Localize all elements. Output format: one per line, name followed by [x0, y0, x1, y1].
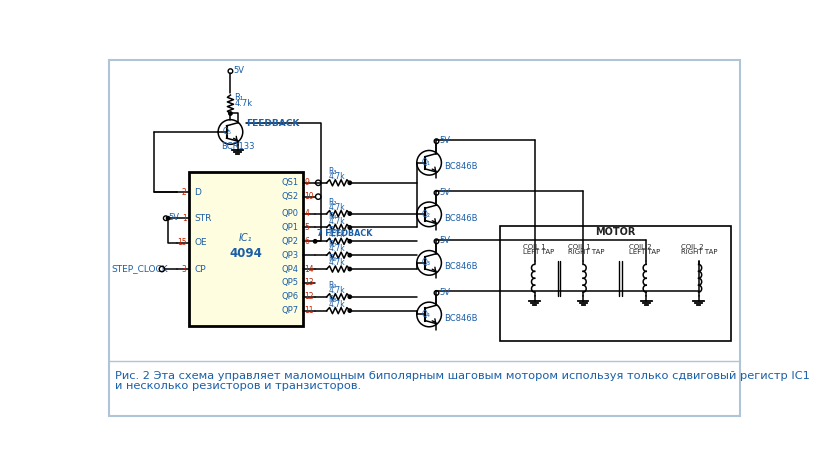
- Text: 4: 4: [304, 209, 309, 218]
- Text: R₂: R₂: [328, 198, 336, 207]
- Text: IC₁: IC₁: [238, 233, 253, 244]
- Text: R₇: R₇: [328, 240, 336, 249]
- FancyBboxPatch shape: [499, 226, 730, 341]
- Text: R₃: R₃: [328, 167, 336, 176]
- Text: Рис. 2 Эта схема управляет маломощным биполярным шаговым мотором используя тольк: Рис. 2 Эта схема управляет маломощным би…: [115, 372, 809, 382]
- Text: 5V: 5V: [169, 213, 180, 222]
- Text: 4094: 4094: [229, 247, 262, 260]
- Text: 4.7k: 4.7k: [328, 244, 344, 253]
- Text: 15: 15: [176, 238, 186, 247]
- Text: QP7: QP7: [282, 306, 299, 315]
- Circle shape: [348, 181, 351, 185]
- Text: 5V: 5V: [439, 288, 450, 297]
- Text: COIL 1: COIL 1: [567, 244, 590, 250]
- Text: COIL 1: COIL 1: [522, 244, 545, 250]
- Text: LEFT TAP: LEFT TAP: [522, 250, 554, 255]
- Text: 1: 1: [181, 214, 186, 223]
- Text: R₁: R₁: [234, 93, 243, 102]
- Text: COIL 2: COIL 2: [680, 244, 703, 250]
- Text: 4.7k: 4.7k: [328, 172, 344, 181]
- Text: BC846B: BC846B: [444, 213, 478, 222]
- Text: Q₂: Q₂: [421, 210, 430, 219]
- Text: 5V: 5V: [439, 136, 450, 145]
- Text: Q₁: Q₁: [421, 158, 430, 167]
- Text: QP0: QP0: [282, 209, 299, 218]
- Text: MOTOR: MOTOR: [595, 227, 635, 237]
- Text: Q₅: Q₅: [223, 127, 232, 136]
- Circle shape: [348, 212, 351, 215]
- Text: 6: 6: [304, 237, 309, 246]
- Text: 4.7k: 4.7k: [234, 99, 252, 108]
- Text: QS1: QS1: [282, 179, 299, 187]
- Text: 5V: 5V: [439, 187, 450, 196]
- Text: 11: 11: [304, 306, 314, 315]
- Text: QP2: QP2: [282, 237, 299, 246]
- Text: 4.7k: 4.7k: [328, 230, 344, 239]
- Text: 4.7k: 4.7k: [328, 217, 344, 226]
- Text: 4.7k: 4.7k: [328, 203, 344, 212]
- Text: QP4: QP4: [282, 265, 299, 274]
- Text: 9: 9: [304, 179, 309, 187]
- Text: R₄: R₄: [328, 212, 336, 221]
- Text: QP3: QP3: [282, 251, 299, 260]
- Circle shape: [348, 309, 351, 312]
- Text: QS2: QS2: [282, 192, 299, 201]
- Text: R₈: R₈: [328, 295, 336, 304]
- Text: STEP_CLOCK: STEP_CLOCK: [112, 265, 168, 274]
- Circle shape: [229, 112, 232, 115]
- Text: BC846B: BC846B: [444, 314, 478, 323]
- Text: LEFT TAP: LEFT TAP: [628, 250, 660, 255]
- Text: Q₄: Q₄: [421, 310, 430, 319]
- Text: 4.7k: 4.7k: [328, 300, 344, 309]
- Text: D: D: [194, 187, 201, 196]
- Text: 7 FEEDBACK: 7 FEEDBACK: [316, 229, 372, 238]
- Text: QP6: QP6: [282, 292, 299, 301]
- Text: Q₃: Q₃: [421, 258, 430, 267]
- Text: 4.7k: 4.7k: [328, 258, 344, 267]
- Text: 10: 10: [304, 192, 314, 201]
- Text: R₆: R₆: [328, 253, 336, 262]
- Text: 4.7k: 4.7k: [328, 286, 344, 295]
- Text: 2: 2: [181, 187, 186, 196]
- Text: 13: 13: [304, 278, 314, 287]
- FancyBboxPatch shape: [189, 172, 302, 326]
- Text: CP: CP: [194, 265, 205, 274]
- Text: R₅: R₅: [328, 226, 336, 235]
- Circle shape: [348, 240, 351, 243]
- Text: 5V: 5V: [233, 66, 244, 75]
- Text: RIGHT TAP: RIGHT TAP: [567, 250, 604, 255]
- Text: 14: 14: [304, 265, 314, 274]
- Text: COIL 2: COIL 2: [628, 244, 651, 250]
- Text: и несколько резисторов и транзисторов.: и несколько резисторов и транзисторов.: [115, 382, 361, 391]
- Circle shape: [348, 268, 351, 271]
- Text: 3: 3: [181, 265, 186, 274]
- Text: 12: 12: [304, 292, 314, 301]
- Text: R₉: R₉: [328, 281, 336, 290]
- Text: QP5: QP5: [282, 278, 299, 287]
- Text: FEEDBACK: FEEDBACK: [246, 119, 299, 128]
- Text: OE: OE: [194, 238, 207, 247]
- Text: BC846B: BC846B: [444, 162, 478, 171]
- Text: BC846B: BC846B: [444, 262, 478, 271]
- Circle shape: [348, 226, 351, 229]
- Text: QP1: QP1: [282, 223, 299, 232]
- Circle shape: [166, 217, 170, 220]
- Text: STR: STR: [194, 214, 211, 223]
- FancyBboxPatch shape: [108, 60, 739, 416]
- Text: BCR133: BCR133: [221, 142, 254, 151]
- Text: 5V: 5V: [439, 236, 450, 245]
- Circle shape: [348, 295, 351, 299]
- Circle shape: [313, 240, 316, 243]
- Text: RIGHT TAP: RIGHT TAP: [680, 250, 716, 255]
- Circle shape: [348, 253, 351, 257]
- Text: 5: 5: [304, 223, 309, 232]
